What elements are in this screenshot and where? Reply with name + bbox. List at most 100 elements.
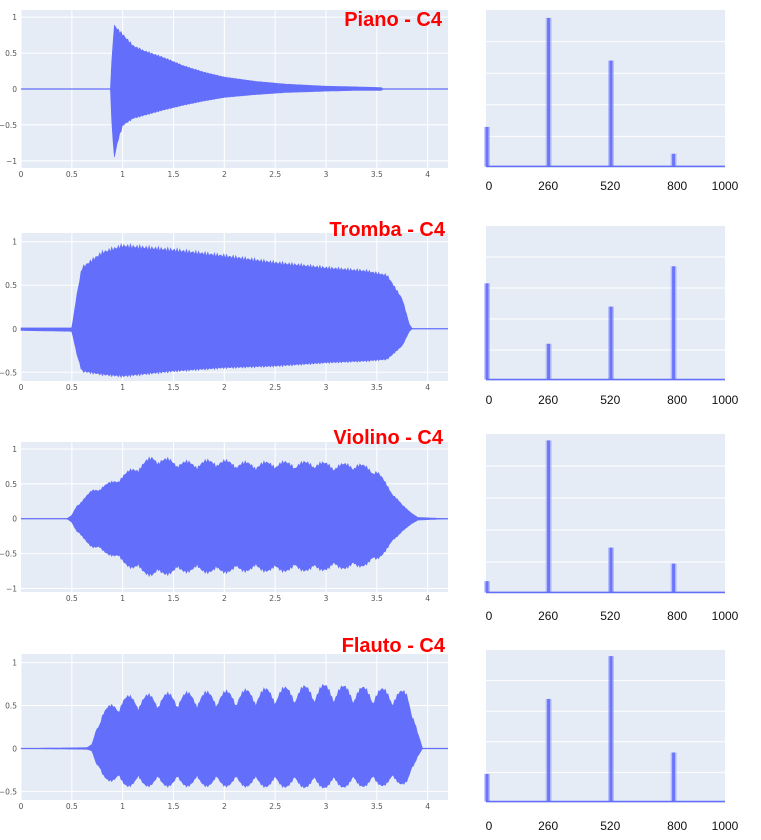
y-tick-label: −0.5 xyxy=(0,368,17,377)
spectrum-chart: 0 260 520 800 1000 xyxy=(484,440,739,623)
spectrum-peak xyxy=(485,283,489,380)
row-flauto: 0 0.5 1 1.5 2 2.5 3 3.5 410.50−0.5 0 260 520 800 100… xyxy=(0,635,739,833)
x-tick-label: 0.5 xyxy=(66,594,78,603)
x-tick-label: 2 xyxy=(222,802,227,811)
spectrum-peak xyxy=(547,440,551,593)
x-tick-label: 4 xyxy=(425,170,430,179)
spectrum-peak xyxy=(672,752,676,802)
spectrum-plot-bg xyxy=(486,226,725,381)
x-tick-label: 4 xyxy=(425,383,430,392)
spectrum-peak xyxy=(547,698,551,802)
x-tick-label: 1 xyxy=(120,170,125,179)
spectrum-peak xyxy=(672,153,676,167)
spectrum-peak xyxy=(672,563,676,593)
spectrum-peak xyxy=(547,343,551,380)
x-tick-label: 0 xyxy=(19,383,24,392)
y-tick-label: 0.5 xyxy=(5,480,17,489)
x-tick-label: 4 xyxy=(425,802,430,811)
x-tick-label: 1 xyxy=(120,802,125,811)
y-tick-label: 0 xyxy=(12,85,17,94)
spectrum-x-tick-label: 0 xyxy=(486,393,493,407)
spectrum-peak xyxy=(672,266,676,380)
spectrum-x-tick-label: 260 xyxy=(538,609,558,623)
x-tick-label: 0 xyxy=(19,170,24,179)
spectrum-x-tick-label: 0 xyxy=(486,609,493,623)
x-tick-label: 3 xyxy=(324,802,329,811)
row-title: Tromba - C4 xyxy=(329,219,445,241)
waveform-chart: 0 0.5 1 1.5 2 2.5 3 3.5 4 1 0.5 0 −0.5 −1 xyxy=(0,10,448,179)
y-tick-label: 0 xyxy=(12,515,17,524)
x-tick-label: 2.5 xyxy=(269,594,281,603)
spectrum-chart: 0 260 520 800 1000 xyxy=(484,256,739,407)
waveform-chart: 0 0.5 1 1.5 2 2.5 3 3.5 410.50−0.5 xyxy=(0,654,448,811)
row-title: Violino - C4 xyxy=(333,427,444,449)
x-tick-label: 3 xyxy=(324,594,329,603)
row-piano: 0 0.5 1 1.5 2 2.5 3 3.5 4 1 0.5 0 −0.5 −1 0 260 520 800 1… xyxy=(0,9,739,193)
x-tick-label: 0.5 xyxy=(66,170,78,179)
spectrum-x-tick-label: 1000 xyxy=(712,819,739,833)
spectrum-x-tick-label: 800 xyxy=(667,179,687,193)
spectrum-x-tick-label: 260 xyxy=(538,179,558,193)
x-tick-label: 0.5 xyxy=(66,383,78,392)
x-tick-label: 3 xyxy=(324,170,329,179)
spectrum-peak xyxy=(485,581,489,593)
x-tick-label: 2 xyxy=(222,383,227,392)
spectrum-chart: 0 260 520 800 1000 xyxy=(484,17,739,193)
y-tick-label: 1 xyxy=(12,445,17,454)
spectrum-x-tick-label: 260 xyxy=(538,819,558,833)
spectrum-x-tick-label: 800 xyxy=(667,609,687,623)
spectrum-x-tick-label: 800 xyxy=(667,819,687,833)
y-tick-label: −0.5 xyxy=(0,121,17,130)
spectrum-x-tick-label: 0 xyxy=(486,179,493,193)
y-tick-label: 0.5 xyxy=(5,281,17,290)
x-tick-label: 4 xyxy=(425,594,430,603)
y-tick-label: −0.5 xyxy=(0,787,17,796)
spectrum-peak xyxy=(609,547,613,593)
y-tick-label: 0 xyxy=(12,744,17,753)
spectrum-x-tick-label: 520 xyxy=(600,819,620,833)
spectrum-x-tick-label: 800 xyxy=(667,393,687,407)
x-tick-label: 2 xyxy=(222,170,227,179)
spectrum-peak xyxy=(609,60,613,167)
x-tick-label: 2.5 xyxy=(269,802,281,811)
spectrum-plot-bg xyxy=(486,434,725,594)
x-tick-label: 3 xyxy=(324,383,329,392)
x-tick-label: 3.5 xyxy=(371,170,383,179)
x-tick-label: 3.5 xyxy=(371,594,383,603)
y-tick-label: 1 xyxy=(12,238,17,247)
x-tick-label: 2.5 xyxy=(269,170,281,179)
spectrum-chart: 0 260 520 800 1000 xyxy=(484,656,739,833)
y-tick-label: 0.5 xyxy=(5,702,17,711)
spectrum-peak xyxy=(485,126,489,167)
spectrum-peak xyxy=(485,773,489,802)
spectrum-peak xyxy=(609,656,613,802)
y-tick-label: 0.5 xyxy=(5,49,17,58)
x-tick-label: 1.5 xyxy=(168,802,180,811)
x-tick-label: 3.5 xyxy=(371,802,383,811)
x-tick-label: 1.5 xyxy=(168,383,180,392)
spectrum-x-tick-label: 520 xyxy=(600,609,620,623)
spectrum-x-tick-label: 1000 xyxy=(712,179,739,193)
x-tick-label: 1.5 xyxy=(168,594,180,603)
spectrum-x-tick-label: 1000 xyxy=(712,393,739,407)
x-tick-label: 1.5 xyxy=(168,170,180,179)
row-violino: 0.5 1 1.5 2 2.5 3 3.5 4 1 0.5 0 −0.5 −1 0 260 520 800 10… xyxy=(0,427,739,623)
y-tick-label: −0.5 xyxy=(0,550,17,559)
y-tick-label: 1 xyxy=(12,13,17,22)
waveform-trace xyxy=(21,24,448,158)
row-title: Piano - C4 xyxy=(344,9,443,31)
x-tick-label: 2.5 xyxy=(269,383,281,392)
spectrum-peak xyxy=(609,306,613,380)
x-tick-label: 3.5 xyxy=(371,383,383,392)
spectrum-plot-bg xyxy=(486,650,725,803)
spectrum-x-tick-label: 520 xyxy=(600,179,620,193)
row-title: Flauto - C4 xyxy=(342,635,446,657)
y-tick-label: −1 xyxy=(6,157,17,166)
spectrum-peak xyxy=(547,17,551,167)
x-tick-label: 2 xyxy=(222,594,227,603)
spectrum-x-tick-label: 520 xyxy=(600,393,620,407)
spectrum-x-tick-label: 260 xyxy=(538,393,558,407)
waveform-trace xyxy=(21,684,448,789)
x-tick-label: 1 xyxy=(120,383,125,392)
